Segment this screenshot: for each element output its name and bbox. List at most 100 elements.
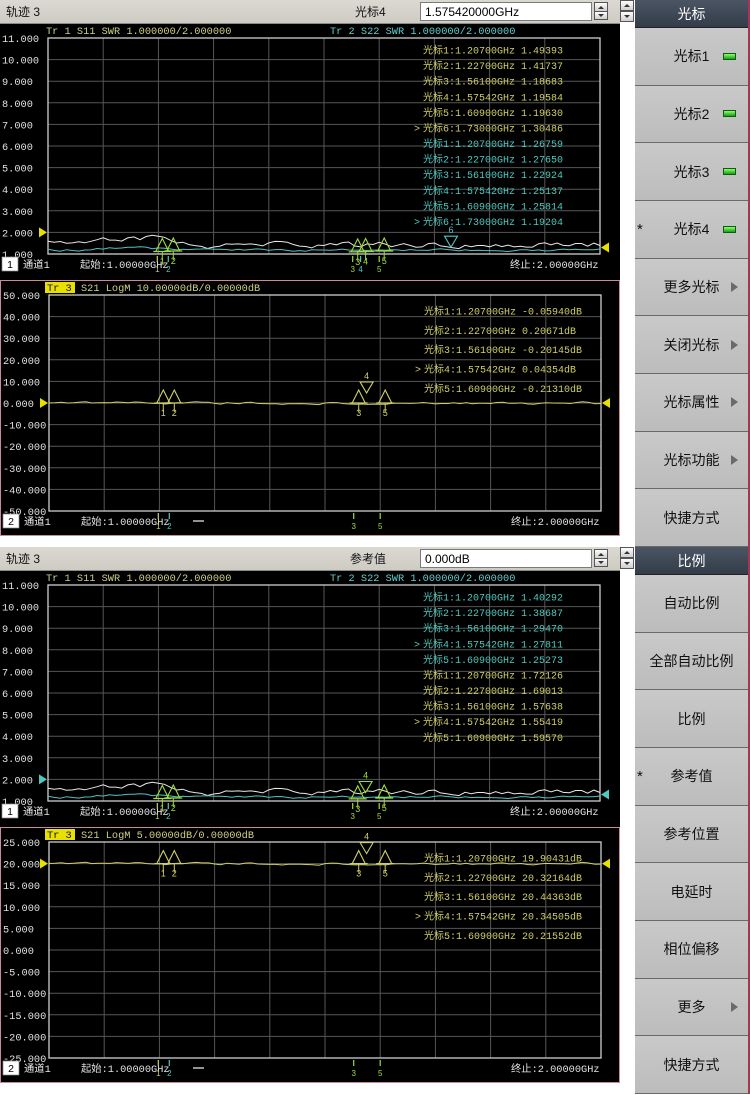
svg-text:3: 3 [351,1069,356,1078]
svg-text:0.000: 0.000 [3,399,34,411]
svg-text:光标1:1.20700GHz 1.72126: 光标1:1.20700GHz 1.72126 [423,669,563,683]
svg-text:光标2:1.22700GHz 1.69013: 光标2:1.22700GHz 1.69013 [423,684,563,698]
svg-text:5.000: 5.000 [3,924,34,936]
svg-text:光标6:1.73000GHz 1.30486: 光标6:1.73000GHz 1.30486 [423,122,563,136]
svg-text:9.000: 9.000 [2,77,33,89]
svg-text:8.000: 8.000 [2,646,33,658]
svg-text:5: 5 [377,812,382,821]
svg-text:Tr 2 S22 SWR 1.000000/2.00000: Tr 2 S22 SWR 1.000000/2.000000 [330,573,515,585]
svg-text:3.000: 3.000 [2,207,33,219]
svg-text:50.000: 50.000 [3,291,40,303]
svg-text:2: 2 [8,1063,14,1075]
svg-text:1: 1 [161,869,166,879]
svg-text:光标3:1.56100GHz -0.20145dB: 光标3:1.56100GHz -0.20145dB [424,343,582,357]
svg-text:15.000: 15.000 [3,881,40,893]
svg-text:6.000: 6.000 [2,689,33,701]
svg-text:1: 1 [156,1069,161,1078]
svg-text:4: 4 [363,257,368,267]
svg-text:光标1:1.20700GHz -0.05940dB: 光标1:1.20700GHz -0.05940dB [424,304,582,318]
svg-text:>: > [415,366,421,377]
svg-text:-40.000: -40.000 [3,485,46,497]
svg-text:光标4:1.57542GHz 1.55419: 光标4:1.57542GHz 1.55419 [423,715,563,729]
svg-text:>: > [414,718,420,729]
svg-text:10.000: 10.000 [2,56,39,68]
svg-text:光标4:1.57542GHz 20.34505dB: 光标4:1.57542GHz 20.34505dB [424,910,582,924]
svg-text:20.000: 20.000 [3,356,40,368]
svg-text:3: 3 [356,869,361,879]
svg-text:11.000: 11.000 [2,581,39,593]
svg-text:4.000: 4.000 [2,185,33,197]
svg-text:光标1:1.20700GHz 1.26759: 光标1:1.20700GHz 1.26759 [423,137,563,151]
svg-text:3: 3 [356,408,361,418]
svg-text:5: 5 [382,803,387,813]
svg-text:光标4:1.57542GHz 1.27811: 光标4:1.57542GHz 1.27811 [423,637,563,651]
svg-text:2: 2 [167,522,172,531]
svg-text:2.000: 2.000 [2,775,33,787]
svg-text:2: 2 [166,812,171,821]
svg-text:Tr 3: Tr 3 [47,830,72,842]
svg-text:-30.000: -30.000 [3,464,46,476]
svg-text:通道1: 通道1 [23,805,50,819]
svg-text:光标4:1.57542GHz 1.19584: 光标4:1.57542GHz 1.19584 [423,90,563,104]
svg-text:25.000: 25.000 [3,838,40,850]
svg-text:终止:2.00000GHz: 终止:2.00000GHz [511,515,600,529]
svg-text:光标5:1.60900GHz 1.25814: 光标5:1.60900GHz 1.25814 [423,199,563,213]
svg-text:>: > [414,640,420,651]
svg-text:光标3:1.56100GHz 1.29470: 光标3:1.56100GHz 1.29470 [423,622,563,636]
svg-text:1: 1 [155,812,160,821]
svg-text:4: 4 [364,371,369,381]
svg-text:光标2:1.22700GHz 20.32164dB: 光标2:1.22700GHz 20.32164dB [424,871,582,885]
svg-text:6.000: 6.000 [2,142,33,154]
svg-text:光标1:1.20700GHz 1.49393: 光标1:1.20700GHz 1.49393 [423,44,563,58]
svg-text:1: 1 [156,522,161,531]
svg-text:7.000: 7.000 [2,120,33,132]
svg-text:光标3:1.56100GHz 20.44363dB: 光标3:1.56100GHz 20.44363dB [424,890,582,904]
svg-text:>: > [414,125,420,136]
svg-text:>: > [415,913,421,924]
svg-text:2: 2 [172,408,177,418]
svg-text:5: 5 [378,1069,383,1078]
svg-text:5: 5 [378,522,383,531]
svg-text:-10.000: -10.000 [3,421,46,433]
svg-text:-10.000: -10.000 [3,989,46,1001]
svg-text:5: 5 [382,256,387,266]
svg-text:2: 2 [171,256,176,266]
svg-text:S21 LogM 10.00000dB/0.00000dB: S21 LogM 10.00000dB/0.00000dB [81,283,260,295]
svg-text:2.000: 2.000 [2,228,33,240]
svg-text:光标6:1.73000GHz 1.19204: 光标6:1.73000GHz 1.19204 [423,215,563,229]
svg-text:Tr 1 S11 SWR 1.000000/2.00000: Tr 1 S11 SWR 1.000000/2.000000 [46,26,231,38]
svg-text:2: 2 [172,869,177,879]
svg-text:光标5:1.60900GHz 1.19630: 光标5:1.60900GHz 1.19630 [423,106,563,120]
svg-text:终止:2.00000GHz: 终止:2.00000GHz [510,258,599,272]
svg-text:30.000: 30.000 [3,334,40,346]
svg-text:通道1: 通道1 [23,258,50,272]
svg-text:光标2:1.22700GHz 1.27650: 光标2:1.22700GHz 1.27650 [423,153,563,167]
svg-text:10.000: 10.000 [3,903,40,915]
svg-text:4: 4 [363,771,368,781]
svg-text:通道1: 通道1 [24,515,51,529]
svg-text:2: 2 [167,1069,172,1078]
svg-text:终止:2.00000GHz: 终止:2.00000GHz [511,1062,600,1076]
svg-text:S21 LogM 5.00000dB/0.00000dB: S21 LogM 5.00000dB/0.00000dB [81,830,254,842]
svg-text:光标2:1.22700GHz 1.41737: 光标2:1.22700GHz 1.41737 [423,59,563,73]
svg-text:10.000: 10.000 [3,377,40,389]
svg-text:-20.000: -20.000 [3,1032,46,1044]
svg-text:光标5:1.60900GHz 20.21552dB: 光标5:1.60900GHz 20.21552dB [424,929,582,943]
svg-text:1: 1 [155,265,160,274]
svg-text:光标3:1.56100GHz 1.22924: 光标3:1.56100GHz 1.22924 [423,168,563,182]
svg-text:Tr 1 S11 SWR 1.000000/2.00000: Tr 1 S11 SWR 1.000000/2.000000 [46,573,231,585]
svg-text:1: 1 [7,259,13,271]
svg-text:40.000: 40.000 [3,313,40,325]
svg-text:终止:2.00000GHz: 终止:2.00000GHz [510,805,599,819]
svg-text:光标1:1.20700GHz 1.40292: 光标1:1.20700GHz 1.40292 [423,591,563,605]
svg-text:5: 5 [383,408,388,418]
svg-text:3: 3 [351,522,356,531]
svg-text:4: 4 [358,265,363,274]
svg-text:3: 3 [350,812,355,821]
svg-text:光标3:1.56100GHz 1.18683: 光标3:1.56100GHz 1.18683 [423,75,563,89]
svg-text:-5.000: -5.000 [3,968,40,980]
svg-text:光标2:1.22700GHz 1.38687: 光标2:1.22700GHz 1.38687 [423,606,563,620]
svg-text:>: > [414,218,420,229]
svg-text:3.000: 3.000 [2,754,33,766]
svg-text:11.000: 11.000 [2,34,39,46]
